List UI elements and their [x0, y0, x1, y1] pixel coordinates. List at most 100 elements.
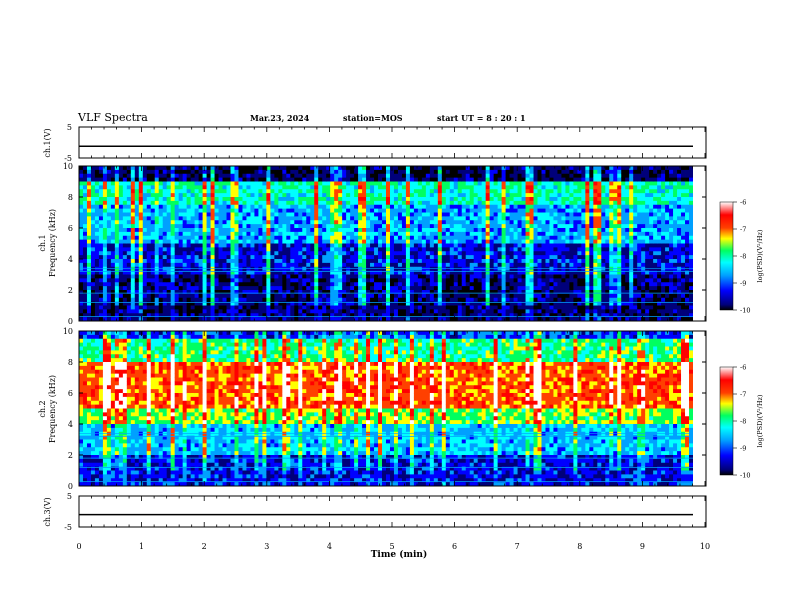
spectrogram-cell: [218, 297, 223, 303]
spectrogram-cell: [565, 208, 570, 213]
spectrogram-cell: [150, 173, 156, 179]
spectrogram-cell: [114, 247, 120, 252]
spectrogram-cell: [461, 259, 467, 264]
spectrogram-cell: [262, 200, 267, 206]
spectrogram-cell: [122, 290, 128, 295]
spectrogram-cell: [445, 208, 451, 213]
spectrogram-cell: [497, 231, 503, 237]
spectrogram-cell: [386, 274, 391, 279]
spectrogram-cell: [90, 301, 96, 306]
spectrogram-cell: [234, 262, 239, 268]
spectrogram-cell: [330, 177, 335, 182]
spectrogram-cell: [461, 224, 467, 229]
spectrogram-cell: [242, 228, 247, 233]
spectrogram-cell: [242, 235, 247, 241]
spectrogram-cell: [358, 169, 363, 175]
spectrogram-cell: [170, 177, 176, 182]
spectrogram-cell: [366, 200, 371, 206]
spectrogram-cell: [326, 251, 331, 256]
spectrogram-cell: [306, 173, 311, 179]
spectrogram-cell: [118, 181, 124, 186]
spectrogram-cell: [469, 216, 475, 221]
spectrogram-cell: [409, 262, 415, 268]
spectrogram-cell: [501, 309, 507, 314]
spectrogram-cell: [114, 185, 120, 190]
spectrogram-cell: [553, 309, 558, 314]
spectrogram-cell: [90, 247, 96, 252]
spectrogram-cell: [565, 243, 570, 248]
spectrogram-cell: [393, 166, 399, 171]
spectrogram-cell: [298, 173, 303, 179]
spectrogram-cell: [569, 239, 574, 244]
spectrogram-cell: [545, 228, 550, 233]
spectrogram-cell: [469, 293, 475, 299]
spectrogram-cell: [393, 204, 399, 210]
spectrogram-cell: [306, 262, 311, 268]
spectrogram-cell: [79, 247, 84, 252]
spectrogram-cell: [79, 290, 84, 295]
spectrogram-cell: [525, 193, 530, 198]
spectrogram-cell: [521, 274, 526, 279]
spectrogram-cell: [397, 286, 403, 291]
spectrogram-cell: [553, 228, 558, 233]
spectrogram-cell: [501, 301, 507, 306]
spectrogram-cell: [366, 317, 371, 321]
spectrogram-cell: [262, 266, 267, 272]
spectrogram-cell: [334, 262, 339, 268]
spectrogram-cell: [350, 259, 355, 264]
spectrogram-cell: [362, 274, 367, 279]
spectrogram-cell: [457, 185, 463, 190]
spectrogram-cell: [106, 197, 112, 202]
spectrogram-cell: [314, 228, 319, 233]
spectrogram-cell: [437, 317, 443, 321]
spectrogram-cell: [338, 204, 343, 210]
spectrogram-cell: [457, 293, 463, 299]
spectrogram-cell: [310, 247, 315, 252]
spectrogram-cell: [350, 313, 355, 318]
spectrogram-cell: [338, 173, 343, 179]
spectrogram-cell: [234, 274, 239, 279]
spectrogram-cell: [477, 169, 483, 175]
spectrogram-cell: [409, 251, 415, 256]
spectrogram-cell: [98, 290, 104, 295]
spectrogram-cell: [409, 193, 415, 198]
spectrogram-cell: [342, 189, 347, 194]
spectrogram-cell: [206, 189, 211, 194]
spectrogram-cell: [238, 251, 243, 256]
spectrogram-cell: [138, 169, 144, 175]
spectrogram-cell: [386, 231, 391, 237]
spectrogram-cell: [290, 251, 295, 256]
spectrogram-cell: [234, 231, 239, 237]
spectrogram-cell: [210, 243, 215, 248]
spectrogram-cell: [258, 173, 263, 179]
spectrogram-cell: [94, 212, 100, 217]
spectrogram-cell: [214, 216, 219, 221]
spectrogram-cell: [230, 193, 235, 198]
spectrogram-cell: [378, 317, 383, 321]
spectrogram-cell: [210, 266, 215, 272]
spectrogram-cell: [389, 274, 395, 279]
spectrogram-cell: [549, 208, 554, 213]
spectrogram-cell: [374, 193, 379, 198]
spectrogram-cell: [405, 185, 411, 190]
spectrogram-cell: [278, 189, 283, 194]
spectrogram-cell: [118, 286, 124, 291]
spectrogram-cell: [286, 228, 291, 233]
spectrogram-cell: [154, 293, 160, 299]
spectrogram-cell: [525, 270, 530, 275]
spectrogram-cell: [246, 266, 251, 272]
spectrogram-cell: [210, 270, 215, 275]
spectrogram-cell: [182, 266, 188, 272]
spectrogram-cell: [393, 255, 399, 260]
spectrogram-cell: [389, 243, 395, 248]
spectrogram-cell: [82, 262, 88, 268]
spectrogram-cell: [429, 193, 435, 198]
spectrogram-cell: [194, 301, 200, 306]
spectrogram-cell: [354, 181, 359, 186]
spectrogram-cell: [513, 185, 518, 190]
spectrogram-cell: [178, 266, 184, 272]
spectrogram-cell: [190, 255, 196, 260]
spectrogram-cell: [346, 247, 351, 252]
spectrogram-cell: [374, 235, 379, 241]
spectrogram-cell: [158, 305, 164, 310]
